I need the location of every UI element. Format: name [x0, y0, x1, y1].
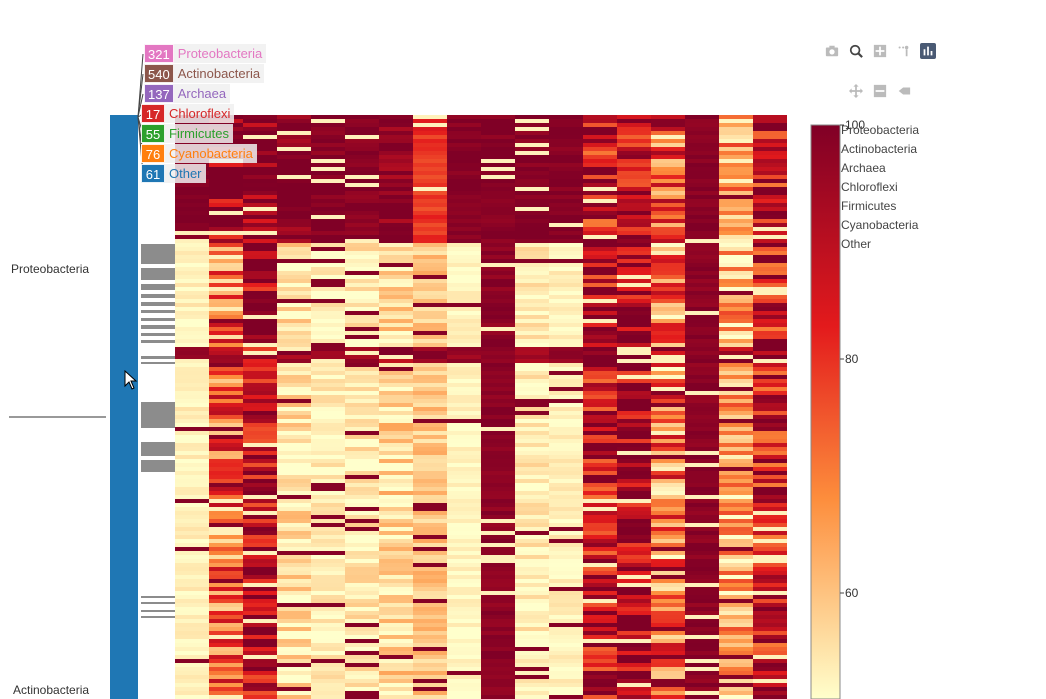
zoom-icon[interactable]: [848, 43, 864, 59]
row-group-bar: [110, 115, 138, 699]
legend-item-firmicutes[interactable]: Firmicutes: [841, 199, 897, 213]
hover-label-count: 137: [144, 84, 174, 103]
colorbar-tick-60: 60: [845, 586, 859, 600]
hover-label-proteobacteria: 321 Proteobacteria: [144, 44, 267, 63]
hover-label-count: 17: [141, 104, 165, 123]
hover-label-count: 540: [144, 64, 174, 83]
pan-icon[interactable]: [848, 83, 864, 99]
hover-label-name: Firmicutes: [165, 124, 233, 143]
hover-label-name: Archaea: [173, 84, 231, 103]
row-annotation-strip: [141, 244, 175, 618]
hover-label-chloroflexi: 17 Chloroflexi: [141, 104, 235, 123]
hover-label-cyanobacteria: 76 Cyanobacteria: [141, 144, 257, 163]
hover-label-name: Chloroflexi: [165, 104, 235, 123]
colorbar-tick-100: 100: [845, 118, 866, 132]
zoom-in-icon[interactable]: [872, 43, 888, 59]
bar-chart-icon[interactable]: [920, 43, 936, 59]
hover-label-name: Other: [165, 164, 206, 183]
heatmap-cells: [175, 115, 787, 699]
hover-label-count: 321: [144, 44, 174, 63]
hover-label-actinobacteria: 540 Actinobacteria: [144, 64, 265, 83]
autoscale-icon[interactable]: [896, 83, 912, 99]
zoom-out-icon[interactable]: [872, 83, 888, 99]
hover-label-other: 61 Other: [141, 164, 206, 183]
hover-label-name: Actinobacteria: [173, 64, 265, 83]
legend-item-proteobacteria[interactable]: Proteobacteria: [841, 123, 920, 137]
hover-label-name: Cyanobacteria: [165, 144, 257, 163]
select-icon[interactable]: [896, 43, 912, 59]
hover-label-count: 61: [141, 164, 165, 183]
legend-item-cyanobacteria[interactable]: Cyanobacteria: [841, 218, 919, 232]
colorbar-tick-80: 80: [845, 352, 859, 366]
legend-item-other[interactable]: Other: [841, 237, 872, 251]
camera-icon[interactable]: [824, 43, 840, 59]
legend-item-chloroflexi[interactable]: Chloroflexi: [841, 180, 898, 194]
colorbar: [810, 124, 841, 699]
hover-label-count: 76: [141, 144, 165, 163]
y-tick-label-actinobacteria: Actinobacteria: [13, 683, 90, 697]
hover-label-archaea: 137 Archaea: [144, 84, 231, 103]
legend-item-archaea[interactable]: Archaea: [841, 161, 886, 175]
hover-label-name: Proteobacteria: [173, 44, 267, 63]
hover-label-firmicutes: 55 Firmicutes: [141, 124, 233, 143]
legend-item-actinobacteria[interactable]: Actinobacteria: [841, 142, 918, 156]
hover-label-count: 55: [141, 124, 165, 143]
mouse-cursor-icon: [124, 370, 138, 390]
y-tick-label-proteobacteria: Proteobacteria: [11, 262, 90, 276]
